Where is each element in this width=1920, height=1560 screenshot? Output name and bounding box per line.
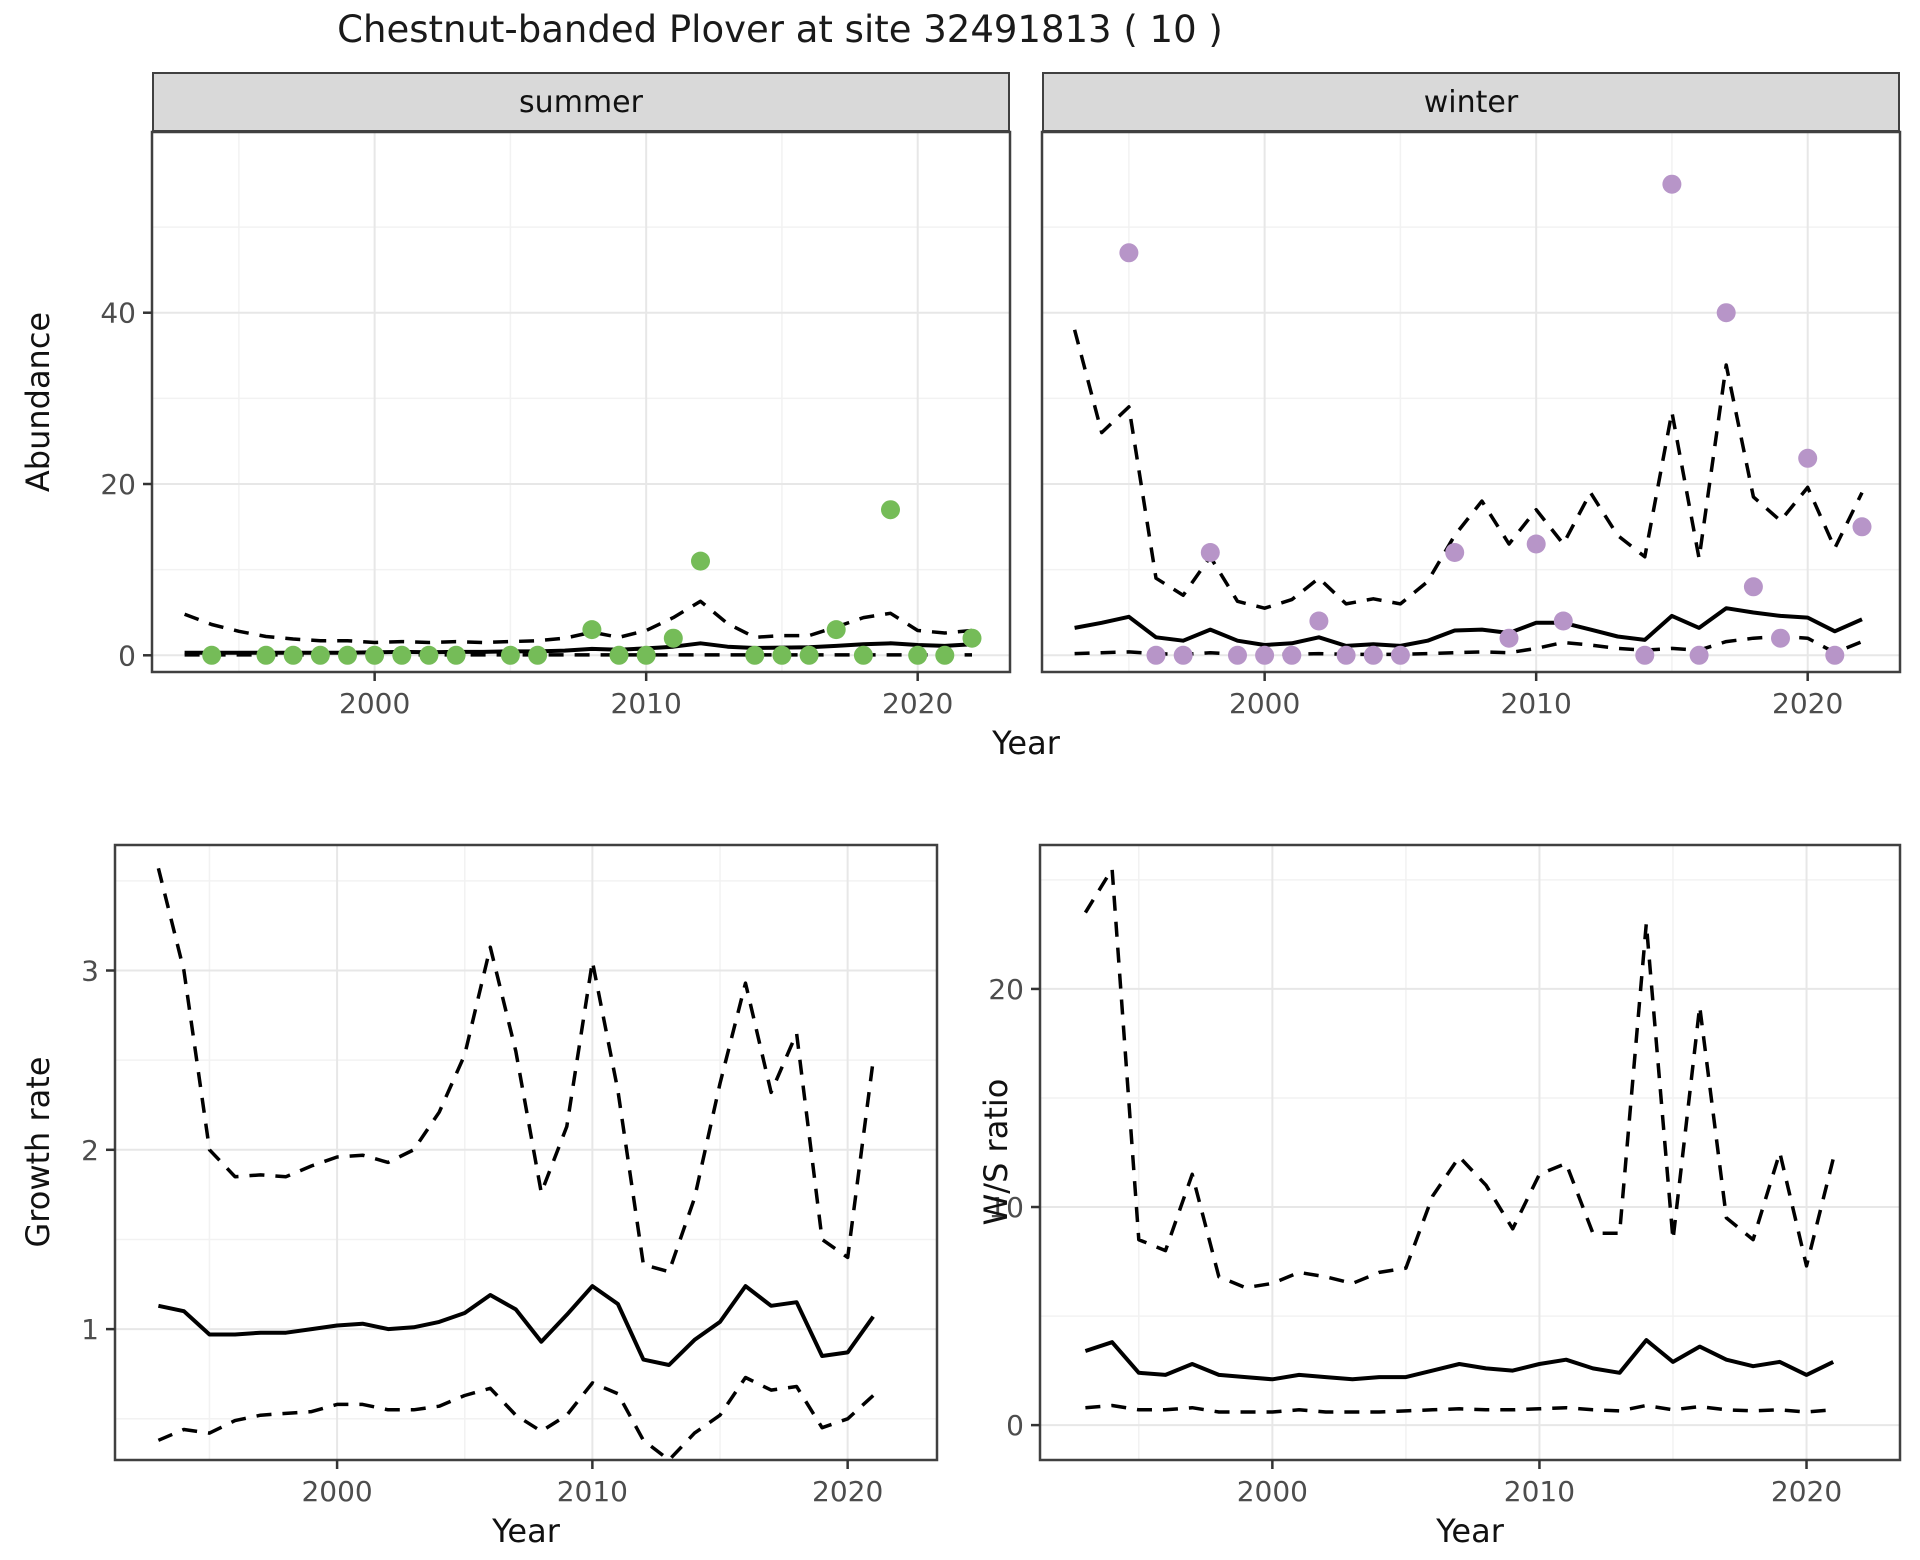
y-tick-label: 2 — [81, 1134, 99, 1167]
y-axis-title-abundance: Abundance — [19, 311, 57, 493]
x-tick-label: 2000 — [1229, 687, 1300, 720]
data-point — [935, 645, 955, 665]
data-point — [1635, 645, 1655, 665]
y-tick-label: 0 — [118, 639, 136, 672]
data-point — [446, 645, 466, 665]
y-tick-label: 10 — [988, 1191, 1024, 1224]
data-point — [1309, 611, 1329, 631]
y-axis-title-ws-ratio: W/S ratio — [977, 1078, 1015, 1226]
x-tick-label: 2000 — [301, 1475, 372, 1508]
x-tick-label: 2010 — [557, 1475, 628, 1508]
abundance-winter-panel: 2000 2010 2020 — [1040, 130, 1902, 720]
data-point — [1282, 645, 1302, 665]
data-point — [853, 645, 873, 665]
x-axis-title-year-top: Year — [992, 724, 1060, 762]
data-point — [1852, 517, 1872, 537]
data-point — [1228, 645, 1247, 665]
facet-strip-summer-label: summer — [519, 84, 643, 120]
data-point — [1743, 577, 1763, 597]
y-tick-label: 3 — [81, 955, 99, 988]
data-point — [908, 645, 928, 665]
data-point — [1200, 543, 1220, 562]
data-point — [1255, 645, 1275, 665]
data-point — [1526, 534, 1546, 554]
facet-strip-winter-label: winter — [1423, 84, 1519, 120]
x-tick-label: 2020 — [882, 687, 953, 720]
x-tick-label: 2020 — [812, 1475, 883, 1508]
data-point — [283, 645, 303, 665]
data-point — [392, 645, 412, 665]
data-point — [528, 645, 548, 665]
data-point — [1390, 645, 1410, 665]
data-point — [1119, 243, 1139, 263]
data-point — [636, 645, 656, 665]
data-point — [582, 620, 602, 640]
data-point — [419, 645, 439, 665]
data-point — [1445, 543, 1465, 562]
data-point — [500, 645, 520, 665]
facet-strip-summer: summer — [152, 72, 1010, 132]
abundance-summer-panel: 2000 2010 2020 0 20 40 — [100, 130, 1012, 720]
x-tick-label: 2010 — [1504, 1475, 1575, 1508]
facet-strip-winter: winter — [1042, 72, 1900, 132]
x-tick-label: 2010 — [1501, 687, 1572, 720]
y-axis-title-growth-rate: Growth rate — [19, 1056, 57, 1248]
data-point — [772, 645, 792, 665]
x-axis-title-year-bottom-right: Year — [1436, 1512, 1504, 1550]
data-point — [1173, 645, 1193, 665]
data-point — [365, 645, 385, 665]
data-point — [745, 645, 765, 665]
x-tick-label: 2000 — [339, 687, 410, 720]
data-point — [1363, 645, 1383, 665]
data-point — [1553, 611, 1573, 631]
y-tick-label: 20 — [100, 468, 136, 501]
data-point — [609, 645, 629, 665]
figure-title: Chestnut-banded Plover at site 32491813 … — [337, 8, 1223, 51]
y-tick-label: 1 — [81, 1313, 99, 1346]
data-point — [1716, 303, 1736, 323]
x-tick-label: 2020 — [1772, 687, 1843, 720]
data-point — [881, 500, 900, 520]
data-point — [691, 551, 710, 571]
data-point — [1499, 628, 1519, 648]
data-point — [1146, 645, 1166, 665]
data-point — [663, 628, 683, 648]
y-tick-label: 0 — [1006, 1409, 1024, 1442]
growth-rate-panel: 2000 2010 2020 1 2 3 — [81, 843, 939, 1508]
data-point — [799, 645, 819, 665]
data-point — [1689, 645, 1709, 665]
data-point — [310, 645, 330, 665]
y-tick-label: 40 — [100, 297, 136, 330]
y-tick-label: 20 — [988, 973, 1024, 1006]
data-point — [1771, 628, 1790, 648]
data-point — [1662, 174, 1682, 194]
x-axis-title-year-bottom-left: Year — [492, 1512, 560, 1550]
data-point — [1798, 448, 1818, 468]
data-point — [1825, 645, 1845, 665]
data-point — [338, 645, 357, 665]
data-point — [826, 620, 846, 640]
data-point — [962, 628, 982, 648]
x-tick-label: 2020 — [1771, 1475, 1842, 1508]
x-tick-label: 2000 — [1237, 1475, 1308, 1508]
data-point — [202, 645, 222, 665]
x-tick-label: 2010 — [611, 687, 682, 720]
ws-ratio-panel: 2000 2010 2020 0 10 20 — [988, 843, 1902, 1508]
data-point — [256, 645, 276, 665]
data-point — [1336, 645, 1356, 665]
